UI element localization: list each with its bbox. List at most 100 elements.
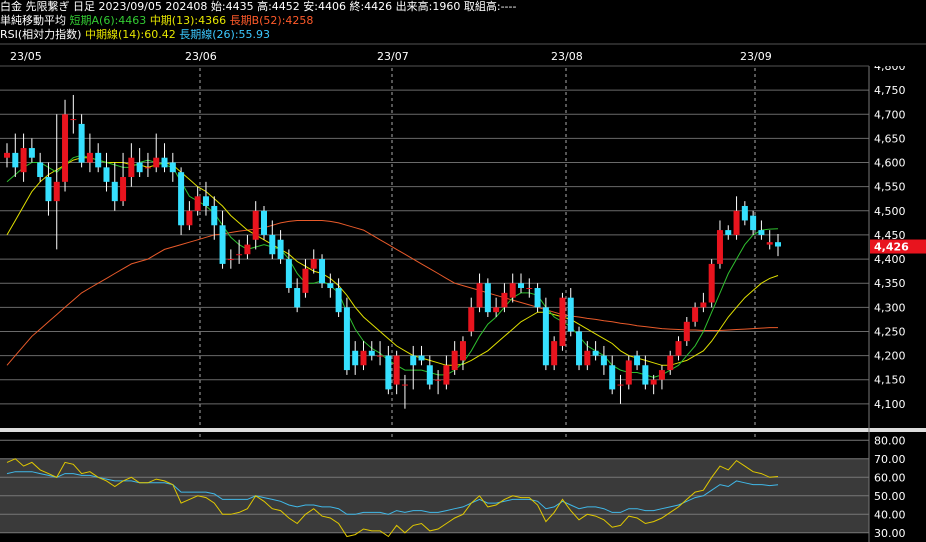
rsi-tick-label: 70.00 [874, 453, 906, 466]
candle [360, 341, 367, 371]
candle [692, 302, 699, 327]
candle-body [161, 157, 168, 168]
candle [410, 345, 417, 390]
last-price-box [870, 239, 926, 254]
candle [609, 355, 616, 395]
candle-body [128, 157, 135, 178]
candle [202, 181, 209, 216]
candle [169, 152, 176, 182]
candle [526, 278, 533, 298]
candle [658, 365, 665, 390]
month-label: 23/09 [740, 50, 772, 63]
candle [153, 133, 160, 173]
candle-body [758, 230, 765, 235]
candle-body [277, 239, 284, 260]
candle [120, 152, 127, 206]
pane-separator [0, 428, 926, 432]
candle-body [634, 355, 641, 366]
candle-body [144, 167, 151, 169]
candle [12, 133, 19, 178]
candle-body [741, 205, 748, 221]
price-tick-label: 4,750 [874, 84, 906, 97]
rsi-tick-label: 50.00 [874, 490, 906, 503]
candle-body [750, 215, 757, 231]
rsi-long-line [6, 471, 779, 515]
price-tick-label: 4,100 [874, 398, 906, 411]
candle-body [285, 259, 292, 289]
candle [37, 152, 44, 182]
candle [327, 273, 334, 298]
candle-body [567, 297, 574, 332]
last-price-label: 4,426 [874, 241, 909, 254]
rsi-tick-label: 30.00 [874, 527, 906, 540]
candle-body [642, 365, 649, 385]
candle-body [269, 234, 276, 255]
price-tick-label: 4,450 [874, 229, 906, 242]
candle [178, 167, 185, 235]
candle-body [683, 321, 690, 342]
candle-body [617, 384, 624, 386]
candle-body [559, 297, 566, 346]
candle-body [443, 365, 450, 385]
candle-body [343, 307, 350, 371]
candle-body [95, 152, 102, 168]
candle-body [775, 242, 781, 247]
candle [219, 210, 226, 269]
candle [128, 143, 135, 187]
rsi-long-value: 長期線(26):55.93 [179, 28, 271, 41]
candle [617, 374, 624, 404]
candle [716, 220, 723, 269]
candle-body [410, 355, 417, 366]
candle [443, 355, 450, 390]
ma-legend-label: 単純移動平均 [0, 14, 66, 27]
ma-legend: 単純移動平均 短期A(6):4463 中期(13):4366 長期B(52):4… [0, 14, 313, 28]
candle [62, 99, 69, 192]
price-axis: 4,8004,7504,7004,6504,6004,5504,5004,450… [868, 44, 926, 542]
ma-short-line [6, 154, 779, 378]
candle [161, 143, 168, 173]
candle [136, 148, 143, 178]
candle [518, 273, 524, 293]
month-label: 23/05 [10, 50, 42, 63]
price-tick-label: 4,600 [874, 157, 906, 170]
candle [493, 297, 500, 317]
candle [310, 249, 317, 274]
candle [393, 350, 400, 395]
candle-body [534, 288, 541, 308]
candle [542, 297, 549, 371]
candle-body [476, 283, 483, 308]
candle-body [153, 157, 160, 168]
candle [766, 230, 773, 250]
candle [592, 341, 599, 361]
candle-body [766, 242, 773, 245]
candle-body [368, 350, 375, 356]
price-tick-label: 4,550 [874, 181, 906, 194]
rsi-mid-value: 中期線(14):60.42 [84, 28, 176, 41]
moving-averages [6, 154, 779, 378]
candle-body [244, 244, 251, 255]
candle [559, 292, 566, 351]
candle-body [227, 259, 234, 261]
candle [733, 196, 740, 240]
candle [285, 249, 292, 293]
candle-body [493, 307, 500, 313]
rsi-tick-label: 40.00 [874, 508, 906, 521]
candle [352, 341, 359, 375]
candle-body [501, 292, 508, 308]
candle-body [401, 384, 408, 386]
candle [426, 355, 433, 390]
ma-mid-value: 中期(13):4366 [149, 14, 227, 27]
candle-body [675, 341, 682, 356]
candle-body [600, 355, 607, 366]
candle [335, 278, 342, 317]
candle [551, 336, 558, 371]
candle-body [459, 341, 466, 361]
candle [576, 326, 583, 371]
month-label: 23/06 [185, 50, 217, 63]
candle-body [111, 181, 118, 202]
candle-body [658, 370, 665, 380]
rsi-tick-label: 60.00 [874, 471, 906, 484]
price-tick-label: 4,400 [874, 253, 906, 266]
ma-long-value: 長期B(52):4258 [229, 14, 314, 27]
candle-body [219, 225, 226, 264]
